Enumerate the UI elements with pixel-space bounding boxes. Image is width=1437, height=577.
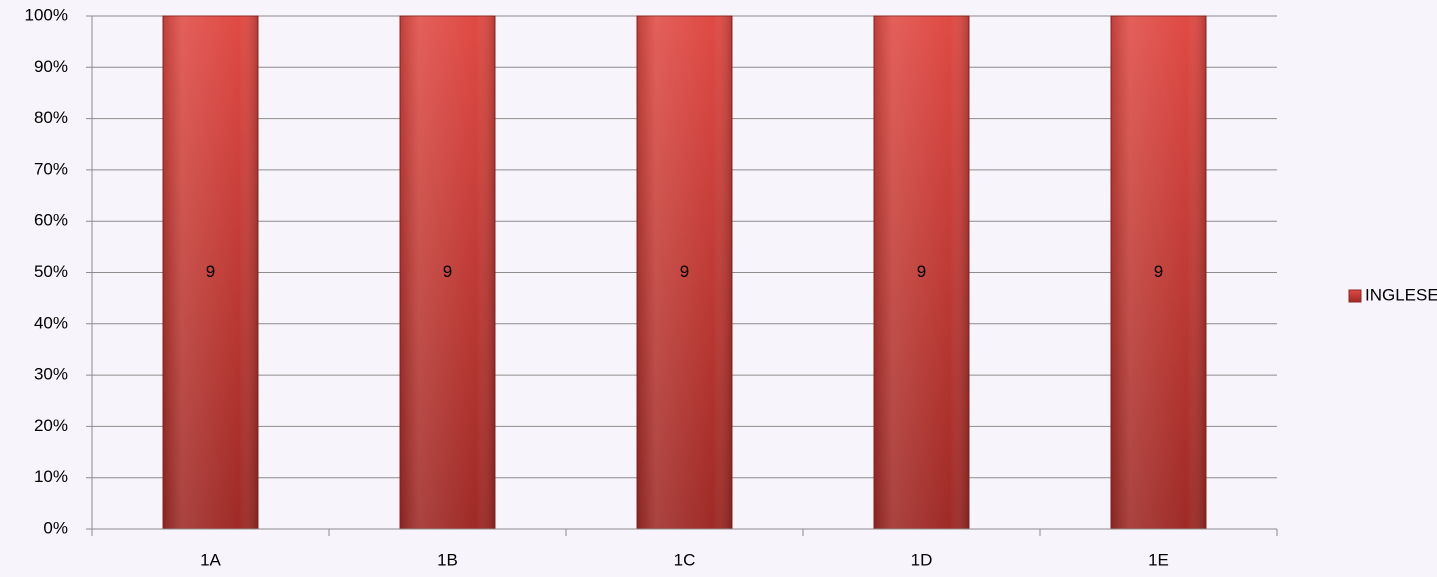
legend-swatch <box>1348 289 1362 303</box>
y-tick-label: 20% <box>34 416 68 435</box>
bar-shade <box>874 16 969 529</box>
y-tick-label: 60% <box>34 211 68 230</box>
x-tick-label: 1E <box>1148 550 1169 569</box>
y-tick-label: 40% <box>34 313 68 332</box>
bar-shade <box>1111 16 1206 529</box>
bar-shade <box>400 16 495 529</box>
y-tick-label: 50% <box>34 262 68 281</box>
y-tick-label: 30% <box>34 365 68 384</box>
bar-shade <box>163 16 258 529</box>
x-tick-label: 1C <box>674 550 696 569</box>
data-label: 9 <box>680 262 689 281</box>
y-tick-label: 10% <box>34 467 68 486</box>
y-tick-label: 70% <box>34 159 68 178</box>
x-tick-label: 1A <box>200 550 221 569</box>
data-label: 9 <box>1154 262 1163 281</box>
y-tick-label: 0% <box>43 518 68 537</box>
y-tick-label: 90% <box>34 57 68 76</box>
x-tick-label: 1D <box>911 550 933 569</box>
x-tick-label: 1B <box>437 550 458 569</box>
data-label: 9 <box>443 262 452 281</box>
y-tick-label: 100% <box>25 5 68 24</box>
data-label: 9 <box>206 262 215 281</box>
bar-shade <box>637 16 732 529</box>
legend-label: INGLESE <box>1365 285 1437 304</box>
data-label: 9 <box>917 262 926 281</box>
y-tick-label: 80% <box>34 108 68 127</box>
